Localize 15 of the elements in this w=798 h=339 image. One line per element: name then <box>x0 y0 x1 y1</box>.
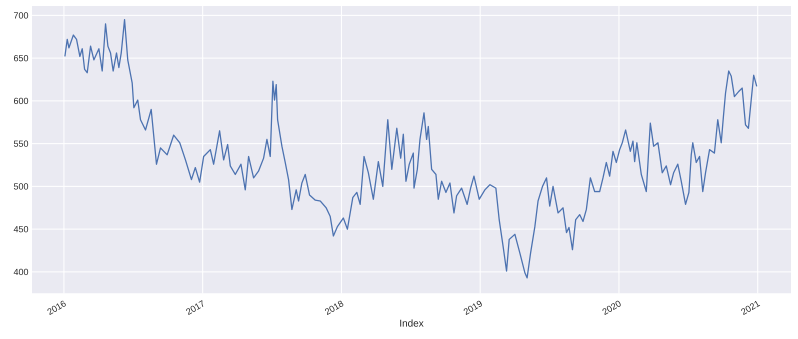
x-tick-label: 2019 <box>464 300 482 316</box>
y-tick-label: 550 <box>14 140 28 147</box>
y-tick-label: 650 <box>14 54 28 62</box>
x-tick-label: 2018 <box>324 300 344 316</box>
x-axis-title: Index <box>400 319 424 327</box>
x-tick-label: 2017 <box>186 300 204 316</box>
x-tick-label: 2016 <box>47 300 66 316</box>
y-tick-label: 700 <box>14 12 28 19</box>
y-tick-label: 600 <box>14 98 28 104</box>
line-series <box>64 19 758 279</box>
x-tick-label: 2021 <box>741 300 760 316</box>
x-tick-label: 2020 <box>602 300 621 316</box>
y-tick-label: 400 <box>14 268 28 276</box>
y-tick-label: 500 <box>14 183 28 190</box>
y-tick-label: 450 <box>14 226 28 232</box>
